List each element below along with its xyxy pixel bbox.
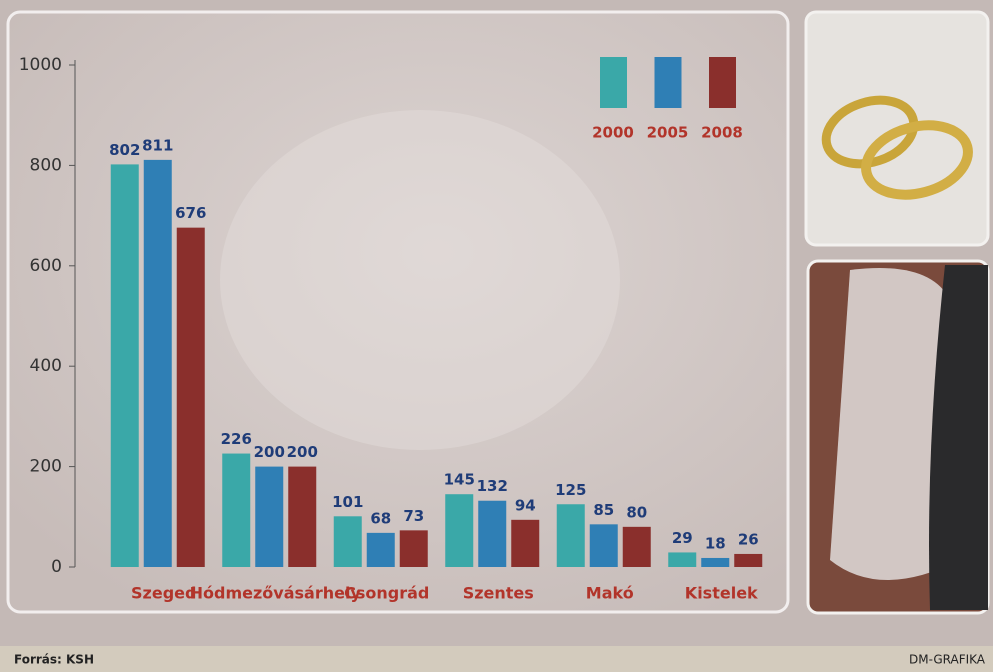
value-label: 200: [254, 443, 285, 461]
y-tick-label: 600: [30, 256, 62, 276]
bar: [366, 532, 395, 567]
value-label: 80: [626, 503, 647, 521]
value-label: 226: [221, 430, 252, 448]
ring: [861, 120, 973, 200]
legend-label: 2000: [592, 124, 634, 142]
background-photo: [220, 110, 620, 450]
bar: [288, 466, 317, 567]
source: Forrás: KSH: [14, 653, 94, 667]
bar: [734, 553, 763, 567]
bar: [333, 516, 362, 567]
y-tick-label: 1000: [19, 55, 62, 75]
value-label: 145: [444, 471, 475, 489]
value-label: 29: [672, 529, 693, 547]
bar: [622, 526, 651, 567]
legend-label: 2008: [701, 124, 743, 142]
bar: [445, 494, 474, 567]
x-tick-label: Szeged: [131, 584, 196, 603]
legend-label: 2005: [647, 124, 689, 142]
legend-swatch: [654, 57, 682, 108]
value-label: 26: [738, 530, 759, 548]
value-label: 94: [515, 496, 536, 514]
ring: [821, 95, 919, 169]
legend-swatch: [600, 57, 627, 108]
value-label: 18: [705, 534, 726, 552]
bar: [110, 164, 139, 567]
bar: [255, 466, 284, 567]
x-tick-label: Szentes: [463, 584, 534, 603]
y-tick-label: 0: [51, 557, 62, 577]
bar: [478, 500, 507, 567]
x-tick-label: Hódmezővásárhely: [190, 584, 362, 603]
value-label: 85: [593, 501, 614, 519]
bar: [668, 552, 697, 567]
value-label: 676: [175, 204, 206, 222]
bar: [222, 453, 251, 567]
value-label: 200: [287, 443, 318, 461]
veil: [830, 268, 960, 580]
bar: [399, 530, 428, 567]
x-tick-label: Csongrád: [344, 584, 429, 603]
y-tick-label: 200: [30, 457, 62, 477]
value-label: 73: [403, 507, 424, 525]
value-label: 811: [142, 136, 173, 154]
bar: [176, 227, 205, 567]
bar: [589, 524, 618, 567]
x-tick-label: Makó: [586, 584, 634, 603]
suit: [929, 265, 988, 610]
value-label: 125: [555, 481, 586, 499]
bar: [701, 557, 730, 567]
bar: [143, 159, 172, 568]
value-label: 68: [370, 509, 391, 527]
value-label: 101: [332, 493, 363, 511]
credit: DM-GRAFIKA: [909, 653, 986, 667]
value-label: 802: [109, 141, 140, 159]
y-tick-label: 400: [30, 356, 62, 376]
value-label: 132: [477, 477, 508, 495]
x-tick-label: Kistelek: [685, 584, 758, 603]
bar: [511, 519, 540, 567]
y-tick-label: 800: [30, 155, 62, 175]
footer-bar: [0, 646, 993, 672]
legend-swatch: [709, 57, 736, 108]
bar: [556, 504, 585, 567]
